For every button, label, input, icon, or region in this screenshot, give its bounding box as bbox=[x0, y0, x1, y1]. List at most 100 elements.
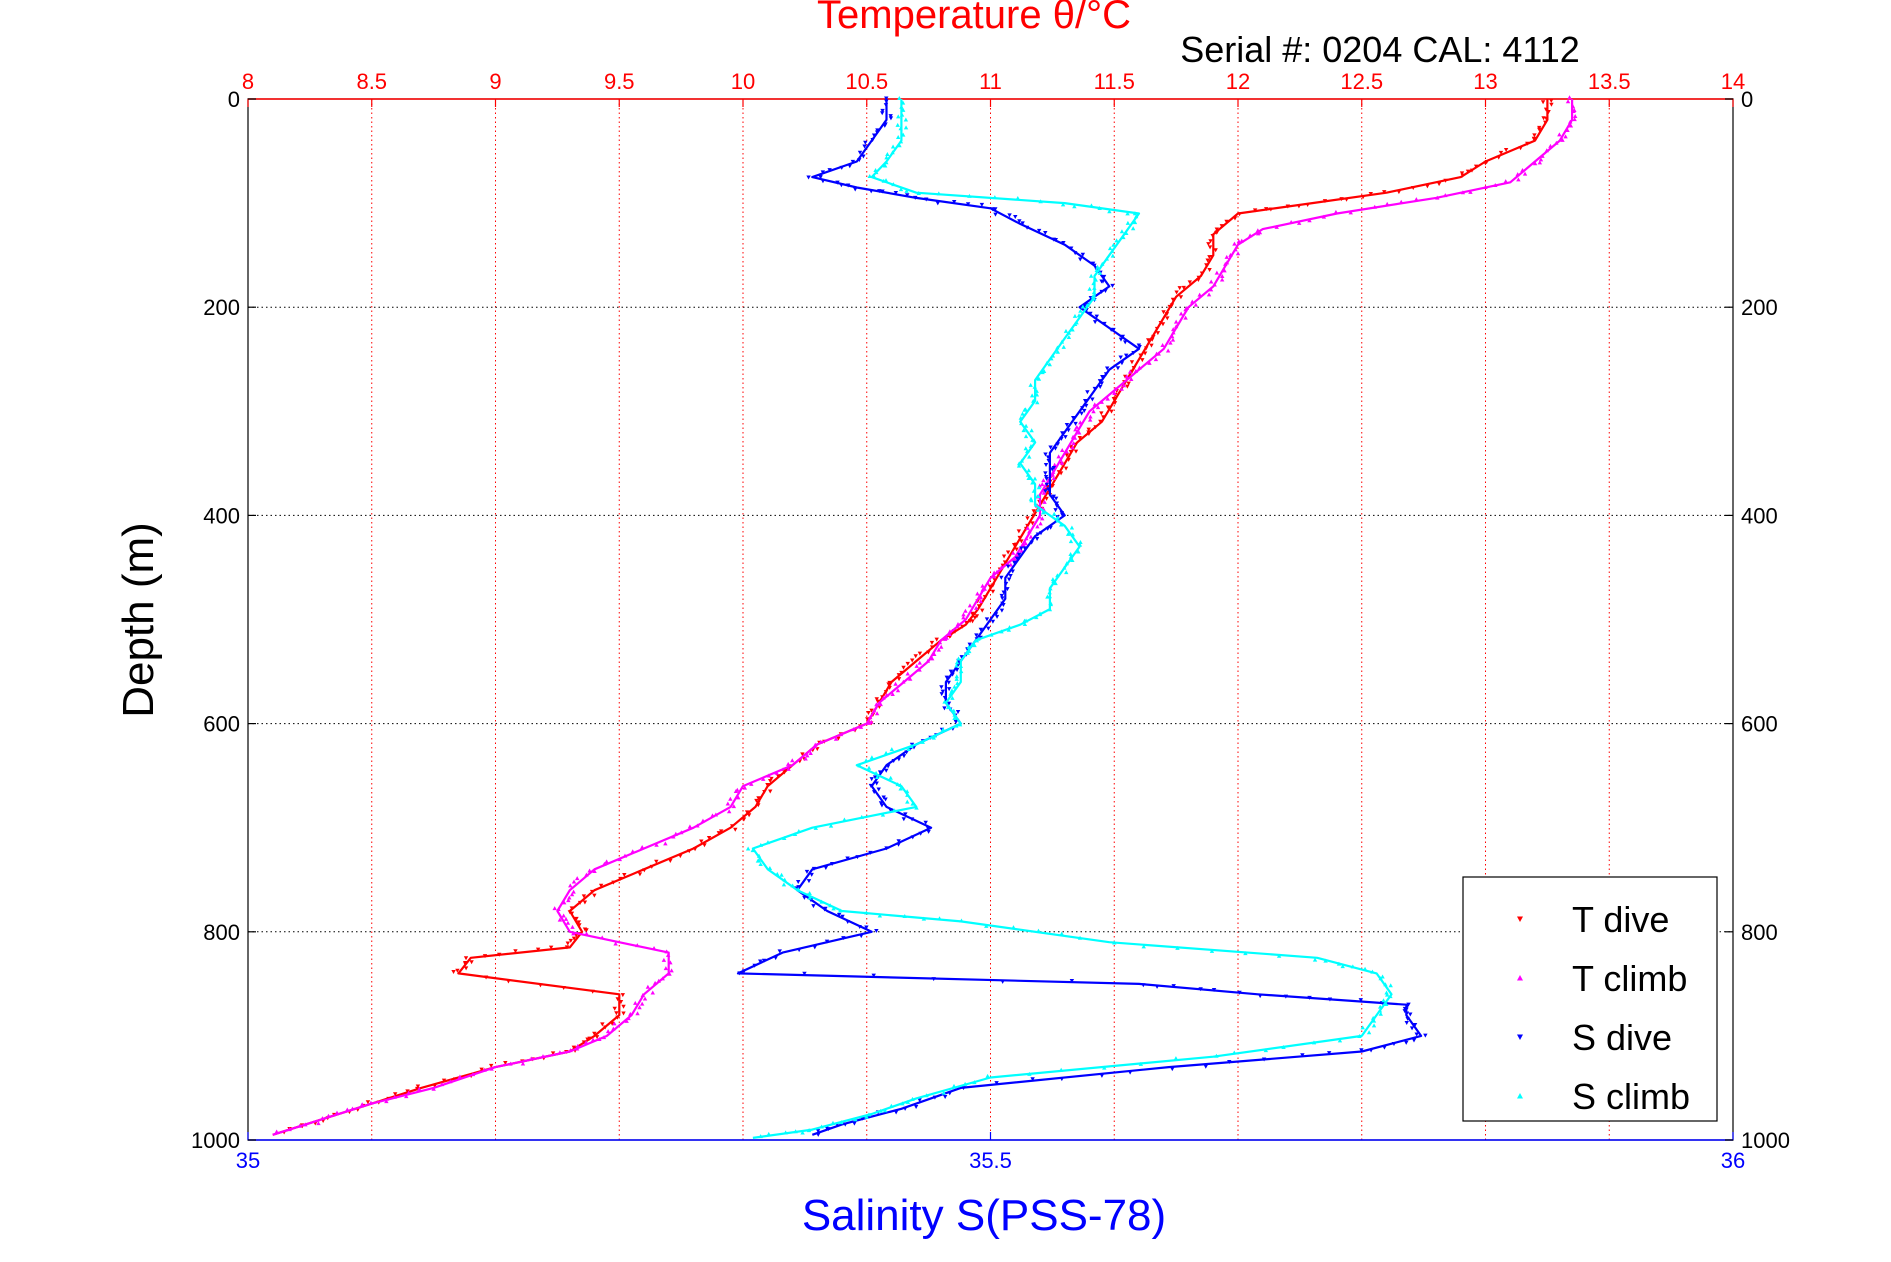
data-point bbox=[783, 1130, 788, 1135]
data-point bbox=[1223, 261, 1228, 266]
data-point bbox=[840, 914, 845, 919]
data-point bbox=[1051, 494, 1056, 499]
data-point bbox=[891, 759, 896, 764]
data-point bbox=[1224, 219, 1229, 224]
data-point bbox=[1121, 383, 1127, 388]
data-point bbox=[930, 645, 935, 650]
data-point bbox=[590, 989, 595, 994]
data-point bbox=[1307, 995, 1312, 1000]
data-point bbox=[568, 883, 573, 888]
data-point bbox=[597, 1037, 602, 1042]
data-point bbox=[557, 917, 563, 922]
data-point bbox=[1571, 109, 1576, 114]
data-point bbox=[884, 99, 889, 104]
data-point bbox=[895, 122, 900, 127]
data-point bbox=[728, 796, 733, 801]
data-point bbox=[1007, 625, 1012, 630]
tick-label-depth-left: 200 bbox=[203, 295, 240, 320]
data-point bbox=[1219, 224, 1225, 229]
data-point bbox=[1094, 314, 1099, 319]
data-point bbox=[883, 750, 889, 755]
data-point bbox=[812, 744, 818, 749]
tick-label-depth-right: 0 bbox=[1741, 87, 1753, 112]
data-point bbox=[1129, 377, 1134, 382]
data-point bbox=[1059, 1077, 1065, 1082]
data-point bbox=[1036, 928, 1041, 933]
data-point bbox=[1565, 127, 1570, 132]
data-point bbox=[1059, 460, 1065, 465]
data-point bbox=[808, 751, 813, 756]
data-point bbox=[577, 900, 583, 905]
data-point bbox=[649, 864, 655, 869]
data-point bbox=[1391, 1042, 1397, 1047]
data-point bbox=[1053, 446, 1058, 451]
data-point bbox=[1102, 321, 1107, 326]
data-point bbox=[989, 632, 994, 637]
data-point bbox=[1031, 488, 1037, 493]
data-point bbox=[1026, 475, 1031, 480]
data-point bbox=[1563, 134, 1568, 139]
data-point bbox=[899, 104, 904, 109]
data-point bbox=[1054, 501, 1060, 506]
data-point bbox=[1340, 964, 1345, 969]
data-point bbox=[978, 627, 984, 632]
data-point bbox=[1036, 485, 1042, 490]
data-point bbox=[948, 691, 953, 696]
data-point bbox=[806, 175, 811, 180]
data-point bbox=[1014, 547, 1019, 552]
data-point bbox=[1110, 253, 1116, 258]
data-point bbox=[1127, 369, 1133, 374]
data-point bbox=[781, 882, 787, 887]
data-point bbox=[550, 1051, 556, 1056]
data-point bbox=[1178, 295, 1184, 300]
data-point bbox=[959, 918, 964, 923]
data-point bbox=[1029, 393, 1035, 398]
data-point bbox=[843, 1122, 848, 1127]
data-point bbox=[923, 820, 928, 825]
data-point bbox=[1388, 983, 1393, 988]
data-point bbox=[1170, 334, 1175, 339]
series-s-dive bbox=[736, 96, 1428, 1137]
data-point bbox=[917, 667, 922, 672]
data-point bbox=[620, 993, 626, 998]
data-point bbox=[639, 1001, 645, 1006]
data-point bbox=[775, 774, 781, 779]
data-point bbox=[1000, 979, 1005, 984]
data-point bbox=[1060, 431, 1065, 436]
data-point bbox=[999, 565, 1004, 570]
data-point bbox=[887, 685, 892, 690]
data-point bbox=[1019, 421, 1024, 426]
data-point bbox=[985, 580, 990, 585]
data-point bbox=[1005, 564, 1011, 569]
data-point bbox=[1017, 535, 1022, 540]
data-point bbox=[584, 928, 589, 933]
data-point bbox=[1112, 401, 1118, 406]
data-point bbox=[942, 699, 947, 704]
data-point bbox=[994, 614, 1000, 619]
data-point bbox=[861, 154, 866, 159]
data-point bbox=[1066, 457, 1071, 462]
data-point bbox=[858, 724, 864, 729]
data-point bbox=[820, 170, 826, 175]
data-point bbox=[687, 824, 693, 829]
data-point bbox=[1050, 353, 1056, 358]
data-point bbox=[881, 795, 886, 800]
data-point bbox=[1059, 512, 1065, 517]
data-point bbox=[1027, 454, 1032, 459]
data-point bbox=[775, 871, 780, 876]
data-point bbox=[913, 1104, 919, 1109]
series-s-climb bbox=[745, 95, 1393, 1139]
data-point bbox=[909, 744, 914, 749]
data-point bbox=[1061, 344, 1066, 349]
data-point bbox=[1101, 274, 1107, 279]
data-point bbox=[845, 856, 850, 861]
data-point bbox=[441, 1078, 447, 1083]
data-point bbox=[1068, 554, 1074, 559]
data-point bbox=[1095, 264, 1100, 269]
tick-label-depth-right: 400 bbox=[1741, 503, 1778, 528]
data-point bbox=[796, 887, 801, 892]
data-point bbox=[1001, 590, 1006, 595]
data-point bbox=[1109, 409, 1114, 414]
data-point bbox=[880, 812, 886, 817]
data-point bbox=[910, 835, 915, 840]
